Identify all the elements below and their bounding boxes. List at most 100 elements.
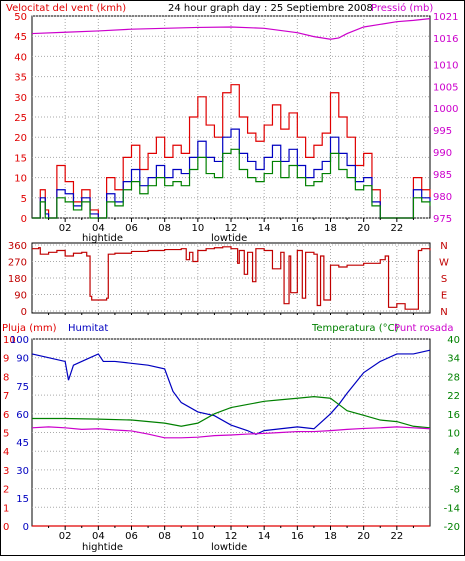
wind-pressure-ticks: 0 5 10 15 20 25 30 35 40 45 50 975 980 985 990 995 1000 1… — [14, 12, 458, 234]
x-tick-label: 02 — [59, 223, 72, 234]
rain-tick-label: 9 — [3, 354, 9, 365]
temperature-tick-label: 4 — [454, 447, 460, 458]
wind-tick-label: 15 — [14, 153, 27, 164]
wind-pressure-panel: 0 5 10 15 20 25 30 35 40 45 50 975 980 985 990 995 1000 1… — [6, 2, 458, 244]
wind-tick-label: 20 — [14, 133, 27, 144]
rain-axis-title: Pluja (mm) — [2, 323, 57, 334]
x-tick-label: 12 — [225, 223, 238, 234]
lowtide-label: lowtide — [211, 233, 247, 244]
compass-label: N — [440, 307, 447, 318]
humidity-tick-label: 15 — [16, 494, 29, 505]
x-tick-label: 16 — [291, 531, 304, 542]
wind-tick-label: 45 — [14, 32, 27, 43]
x-tick-label: 04 — [92, 531, 105, 542]
temperature-tick-label: -2 — [450, 466, 460, 477]
pressure-tick-label: 985 — [433, 170, 452, 181]
pressure-tick-label: 975 — [433, 214, 452, 225]
direction-tick-label: 360 — [8, 241, 27, 252]
rain-tick-label: 7 — [3, 391, 9, 402]
x-tick-label: 20 — [357, 531, 370, 542]
temperature-tick-label: 28 — [447, 372, 460, 383]
pressure-tick-label: 990 — [433, 148, 452, 159]
wind-tick-label: 30 — [14, 93, 27, 104]
x-tick-label: 14 — [258, 223, 271, 234]
direction-tick-label: 180 — [8, 274, 27, 285]
series-direction — [32, 246, 431, 310]
chart-title: 24 hour graph day : 25 Septiembre 2008 — [168, 3, 373, 14]
wind-pressure-series — [31, 18, 431, 219]
temperature-tick-label: -14 — [444, 503, 460, 514]
rain-tick-label: 5 — [3, 429, 9, 440]
direction-grid — [32, 243, 430, 313]
x-tick-label: 02 — [59, 531, 72, 542]
pressure-tick-label: 1010 — [433, 60, 458, 71]
humidity-temperature-panel: 0123456789100153045607590100-20-14-8-241… — [2, 323, 460, 553]
x-tick-label: 18 — [324, 223, 337, 234]
direction-tick-label: 90 — [14, 291, 27, 302]
x-tick-label: 08 — [158, 223, 171, 234]
compass-label: S — [441, 274, 447, 285]
wind-tick-label: 50 — [14, 12, 27, 23]
compass-label: E — [441, 291, 447, 302]
pressure-tick-label: 1005 — [433, 82, 458, 93]
wind-tick-label: 35 — [14, 73, 27, 84]
x-tick-label: 10 — [191, 531, 204, 542]
temperature-tick-label: 40 — [447, 335, 460, 346]
humidity-tick-label: 0 — [23, 522, 29, 533]
x-tick-label: 22 — [390, 531, 403, 542]
x-tick-label: 16 — [291, 223, 304, 234]
wind-tick-label: 5 — [21, 194, 27, 205]
x-tick-label: 04 — [92, 223, 105, 234]
direction-tick-label: 270 — [8, 258, 27, 269]
direction-series — [32, 246, 431, 310]
temperature-tick-label: -20 — [444, 522, 460, 533]
lowtide-label-bottom: lowtide — [211, 542, 247, 553]
humidity-tick-label: 30 — [16, 466, 29, 477]
pressure-tick-label: 1021 — [433, 12, 458, 23]
series-pressure — [31, 18, 431, 40]
humidity-tick-label: 60 — [16, 410, 29, 421]
rain-tick-label: 10 — [3, 335, 16, 346]
series-humidity — [31, 349, 431, 436]
rain-tick-label: 2 — [3, 485, 9, 496]
x-tick-label: 08 — [158, 531, 171, 542]
pressure-tick-label: 1000 — [433, 104, 458, 115]
rain-tick-label: 3 — [3, 466, 9, 477]
rain-tick-label: 0 — [3, 522, 9, 533]
pressure-axis-title: Pressió (mb) — [371, 2, 433, 14]
humidity-temperature-grid — [32, 338, 430, 527]
humidity-tick-label: 75 — [16, 382, 29, 393]
rain-tick-label: 8 — [3, 372, 9, 383]
series-temperature — [32, 396, 431, 429]
temperature-axis-title: Temperatura (°C) — [311, 323, 399, 334]
temperature-tick-label: 10 — [447, 429, 460, 440]
rain-tick-label: 1 — [3, 503, 9, 514]
x-tick-label: 18 — [324, 531, 337, 542]
compass-label: N — [440, 241, 447, 252]
humidity-axis-title: Humitat — [68, 323, 108, 334]
x-tick-label: 06 — [125, 531, 138, 542]
temperature-tick-label: 34 — [447, 354, 460, 365]
wind-axis-title: Velocitat del vent (kmh) — [6, 3, 126, 14]
wind-tick-label: 10 — [14, 174, 27, 185]
pressure-tick-label: 980 — [433, 192, 452, 203]
pressure-tick-label: 995 — [433, 126, 452, 137]
temperature-tick-label: -8 — [450, 485, 460, 496]
temperature-tick-label: 22 — [447, 391, 460, 402]
series-wind — [32, 148, 431, 219]
x-tick-label: 10 — [191, 223, 204, 234]
x-tick-label: 12 — [225, 531, 238, 542]
dewpoint-axis-title: Punt rosada — [394, 323, 453, 334]
wind-tick-label: 0 — [21, 214, 27, 225]
hightide-label-bottom: hightide — [82, 542, 123, 553]
x-tick-label: 20 — [357, 223, 370, 234]
series-dewpoint — [31, 426, 431, 439]
x-tick-label: 22 — [390, 223, 403, 234]
humidity-tick-label: 45 — [16, 438, 29, 449]
direction-tick-label: 0 — [21, 307, 27, 318]
humidity-temperature-ticks: 0123456789100153045607590100-20-14-8-241… — [3, 335, 460, 542]
hightide-label: hightide — [82, 233, 123, 244]
humidity-tick-label: 100 — [10, 335, 29, 346]
